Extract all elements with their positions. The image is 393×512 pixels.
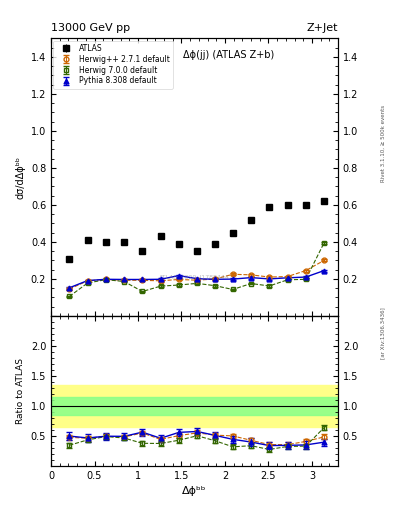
Text: ATLAS_2020_I1788444: ATLAS_2020_I1788444 — [159, 274, 230, 280]
X-axis label: Δϕᵇᵇ: Δϕᵇᵇ — [182, 486, 207, 496]
Text: Rivet 3.1.10, ≥ 500k events: Rivet 3.1.10, ≥ 500k events — [381, 105, 386, 182]
Bar — [51, 397, 338, 415]
Y-axis label: dσ/dΔϕᵇᵇ: dσ/dΔϕᵇᵇ — [15, 156, 25, 199]
Text: [ar Xiv:1306.3436]: [ar Xiv:1306.3436] — [381, 307, 386, 359]
Text: Δϕ(jj) (ATLAS Z+b): Δϕ(jj) (ATLAS Z+b) — [184, 50, 275, 59]
Legend: ATLAS, Herwig++ 2.7.1 default, Herwig 7.0.0 default, Pythia 8.308 default: ATLAS, Herwig++ 2.7.1 default, Herwig 7.… — [53, 40, 173, 89]
Text: 13000 GeV pp: 13000 GeV pp — [51, 23, 130, 33]
Bar — [51, 385, 338, 427]
Y-axis label: Ratio to ATLAS: Ratio to ATLAS — [16, 358, 25, 424]
Text: Z+Jet: Z+Jet — [307, 23, 338, 33]
